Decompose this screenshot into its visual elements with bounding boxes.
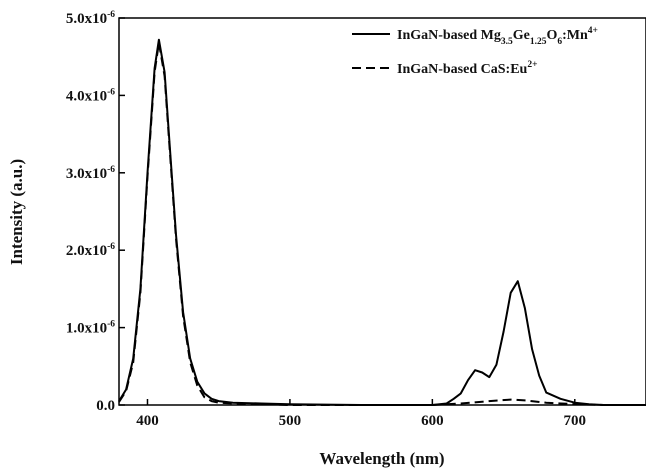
x-tick-label: 400 [136, 413, 159, 429]
series-layer [118, 38, 646, 406]
legend-label-1: InGaN-based Mg3.5Ge1.25O6:Mn4+ [397, 26, 598, 47]
y-axis-ticks: 0.0 1.0x10-6 2.0x10-6 3.0x10-6 4.0x10-6 5.0x1… [66, 10, 125, 414]
y-tick-label: 4.0x10-6 [66, 87, 115, 104]
y-tick-label: 5.0x10-6 [66, 10, 115, 27]
x-tick-label: 600 [421, 413, 444, 429]
y-tick-label: 2.0x10-6 [66, 242, 115, 259]
series-line-2 [118, 41, 646, 406]
x-tick-label: 500 [279, 413, 302, 429]
legend-label-2: InGaN-based CaS:Eu2+ [397, 60, 538, 77]
plot-frame [118, 17, 646, 406]
y-axis-title: Intensity (a.u.) [7, 159, 26, 265]
x-tick-label: 700 [564, 413, 587, 429]
y-tick-label: 3.0x10-6 [66, 165, 115, 182]
series-line-1 [118, 38, 646, 406]
legend: InGaN-based Mg3.5Ge1.25O6:Mn4+ InGaN-base… [352, 26, 598, 77]
x-axis-title: Wavelength (nm) [319, 449, 444, 468]
y-tick-label: 0.0 [96, 398, 115, 414]
x-axis-ticks: 400 500 600 700 [136, 399, 586, 429]
y-tick-label: 1.0x10-6 [66, 320, 115, 337]
